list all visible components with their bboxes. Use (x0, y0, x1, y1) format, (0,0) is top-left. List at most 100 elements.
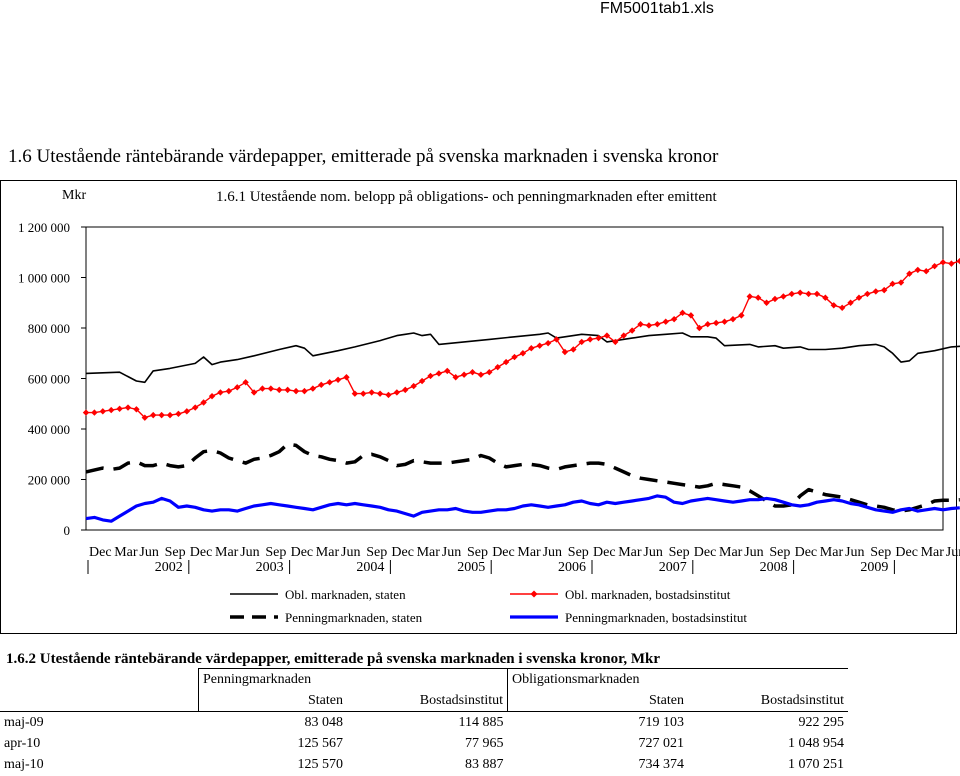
series-line-1 (85, 332, 960, 384)
y-tick-label: 800 000 (28, 321, 70, 336)
data-point (595, 334, 602, 342)
x-tick-label: Dec (795, 545, 818, 560)
x-tick-label: Jun (139, 545, 158, 560)
x-tick-label: Dec (89, 545, 112, 560)
x-tick-label: Mar (417, 545, 441, 560)
series-line-2 (86, 260, 960, 419)
x-tick-label: Sep (467, 545, 488, 560)
header-cell: Staten (198, 690, 347, 712)
x-tick-label: Dec (492, 545, 515, 560)
x-tick-label: Jun (240, 545, 259, 560)
data-point (250, 389, 258, 396)
data-point (838, 304, 846, 311)
year-label: 2003 (256, 560, 284, 575)
data-point (914, 266, 921, 274)
data-point (679, 309, 686, 317)
year-label: 2006 (558, 560, 586, 575)
x-tick-label: Dec (593, 545, 616, 560)
data-point (721, 318, 728, 325)
year-label: 2009 (860, 560, 888, 575)
x-tick-label: Dec (391, 545, 414, 560)
plot-area (85, 226, 944, 531)
cell: 83 887 (465, 756, 504, 772)
x-tick-label: Jun (341, 545, 360, 560)
x-tick-label: Mar (517, 545, 541, 560)
data-point (452, 374, 459, 381)
cell: 83 048 (198, 711, 347, 733)
header-cell-obligationsmarknaden: Obligationsmarknaden (507, 668, 688, 690)
row-label: maj-10 (4, 756, 44, 772)
data-point (704, 321, 711, 328)
data-point (393, 389, 401, 396)
cell: 727 021 (638, 735, 685, 751)
year-label: 2005 (457, 560, 485, 575)
x-tick-label: Sep (366, 545, 387, 560)
data-point (460, 371, 468, 378)
data-point (124, 404, 132, 411)
data-point (158, 411, 165, 419)
main-title: 1.6 Utestående räntebärande värdepapper,… (8, 146, 719, 167)
x-tick-label: Dec (190, 545, 213, 560)
cell: 734 374 (638, 756, 685, 772)
data-point (166, 411, 174, 419)
cell: 922 295 (688, 711, 848, 733)
data-point (183, 408, 191, 415)
chart-frame (0, 180, 957, 634)
data-point (410, 382, 417, 390)
data-point (200, 399, 207, 406)
data-point (687, 312, 695, 319)
data-point (502, 358, 510, 366)
x-tick-label: Jun (946, 545, 960, 560)
data-point (284, 386, 291, 394)
data-point (116, 405, 123, 412)
data-point (108, 406, 115, 414)
header-cell (347, 668, 508, 690)
data-point (570, 346, 577, 353)
year-label: 2008 (760, 560, 788, 575)
data-point (225, 387, 233, 395)
x-tick-label: Sep (870, 545, 891, 560)
data-point (402, 386, 409, 394)
data-point (418, 377, 426, 385)
data-point (326, 379, 333, 386)
data-point (830, 302, 837, 309)
data-point (553, 336, 560, 343)
legend-label: Obl. marknaden, bostadsinstitut (565, 587, 731, 602)
data-point (150, 411, 157, 419)
data-point (318, 381, 325, 389)
y-tick-label: 600 000 (28, 372, 70, 387)
data-point (612, 338, 619, 346)
data-point (847, 299, 854, 306)
data-point (780, 293, 787, 300)
y-tick-label: 0 (64, 523, 71, 538)
data-point (586, 336, 594, 343)
year-label: 2007 (659, 560, 687, 575)
table-row: maj-10 125 570 83 887 734 374 1 070 251 (0, 754, 848, 775)
x-tick-label: Sep (568, 545, 589, 560)
cell: 719 103 (507, 711, 688, 733)
x-tick-label: Jun (643, 545, 662, 560)
data-point (628, 327, 636, 334)
data-point (435, 370, 443, 377)
header-cell-penningmarknaden: Penningmarknaden (198, 668, 347, 690)
y-tick-label: 200 000 (28, 473, 70, 488)
cell: 125 570 (297, 756, 344, 772)
table-row: apr-10 125 567 77 965 727 021 1 048 954 (0, 733, 848, 754)
data-point (376, 390, 384, 397)
data-point (309, 385, 317, 392)
x-tick-label: Sep (165, 545, 186, 560)
data-point (175, 410, 182, 418)
data-point (259, 385, 266, 392)
data-point (141, 414, 149, 421)
data-point (234, 384, 241, 391)
header-cell: Bostadsinstitut (419, 692, 503, 708)
x-tick-label: Jun (845, 545, 864, 560)
data-point (645, 322, 653, 329)
data-point (662, 318, 669, 325)
x-tick-label: Sep (669, 545, 690, 560)
header-cell: Staten (507, 690, 688, 712)
data-point (528, 345, 535, 352)
table-row: maj-09 83 048 114 885 719 103 922 295 (0, 711, 848, 733)
data-point (477, 371, 485, 378)
data-point (746, 293, 753, 300)
